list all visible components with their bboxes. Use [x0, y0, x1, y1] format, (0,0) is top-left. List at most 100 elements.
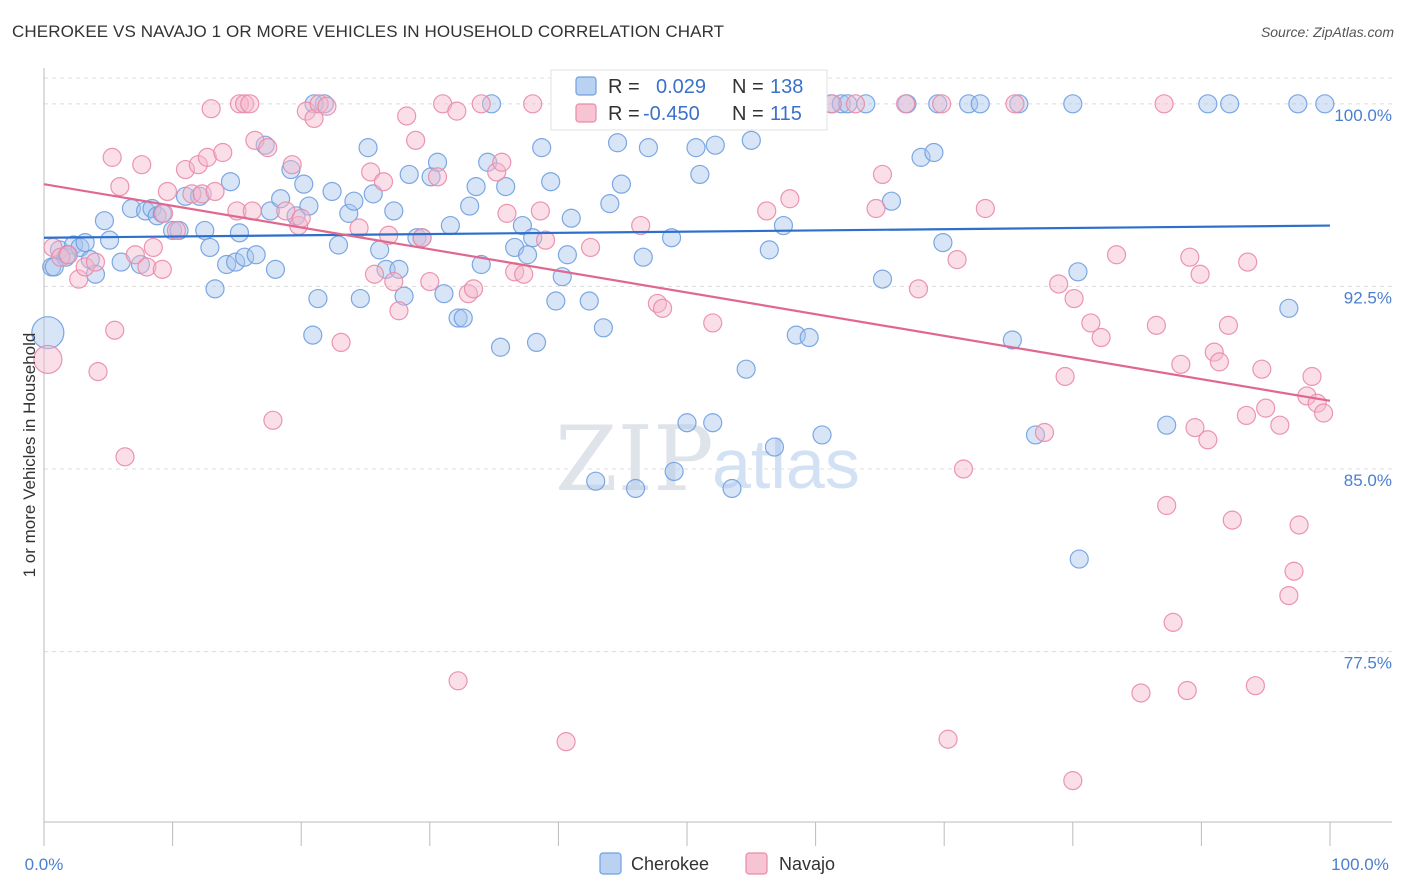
y-tick-label: 77.5% [1344, 654, 1392, 673]
cherokee-point [399, 164, 419, 185]
cherokee-point [427, 152, 448, 172]
cherokee-point [200, 237, 220, 258]
navajo-point [1222, 510, 1242, 530]
navajo-point [110, 176, 130, 197]
trend-lines [43, 183, 1331, 402]
cherokee-point [220, 172, 241, 192]
navajo-point [373, 172, 394, 192]
navajo-point [497, 203, 517, 223]
cherokee-point [255, 135, 275, 155]
cherokee-point [1002, 330, 1022, 350]
navajo-point [471, 94, 491, 114]
y-tick-label: 92.5% [1344, 288, 1392, 307]
cherokee-point [496, 176, 516, 197]
navajo-point [235, 94, 255, 114]
navajo-point [406, 130, 426, 150]
cherokee-point [1063, 94, 1083, 114]
navajo-point [1063, 771, 1083, 791]
x-tick-label: 0.0% [25, 855, 64, 874]
cherokee-point [1198, 94, 1218, 114]
navajo-point [105, 320, 125, 340]
cherokee-point [959, 94, 979, 114]
watermark-zip: ZIP [555, 407, 714, 512]
navajo-point [845, 94, 866, 114]
cherokee-point [705, 135, 725, 155]
navajo-point [1131, 683, 1151, 703]
navajo-point [125, 245, 145, 265]
legend-navajo-swatch [745, 852, 768, 875]
navajo-point [102, 147, 122, 167]
cherokee-point [99, 230, 120, 250]
navajo-point [448, 671, 468, 691]
cherokee-point [541, 172, 561, 192]
cherokee-r-value: 0.029 [656, 76, 706, 98]
cherokee-point [881, 191, 902, 211]
chart-title: CHEROKEE VS NAVAJO 1 OR MORE VEHICLES IN… [12, 22, 725, 41]
navajo-point [1106, 245, 1127, 265]
navajo-point [1302, 366, 1322, 387]
navajo-point [1198, 430, 1218, 450]
navajo-point [115, 447, 135, 467]
navajo-point [487, 162, 507, 182]
cherokee-point [384, 201, 404, 221]
cherokee-point [1220, 94, 1240, 114]
navajo-point [331, 332, 351, 353]
cherokee-point [303, 325, 323, 345]
cherokee-point [246, 245, 266, 265]
navajo-point [556, 732, 576, 752]
cherokee-point [466, 176, 486, 197]
cherokee-point [579, 291, 599, 311]
cherokee-point [448, 308, 468, 328]
cherokee-point [586, 471, 606, 491]
cherokee-point [633, 247, 653, 267]
cherokee-point [611, 174, 632, 194]
navajo-point [182, 184, 202, 204]
navajo-point [1279, 585, 1299, 606]
cherokee-point [471, 254, 491, 275]
cherokee-point [625, 478, 646, 499]
cherokee-point [561, 208, 581, 228]
navajo-point [757, 201, 777, 221]
cherokee-point [358, 138, 378, 158]
cherokee-point [736, 359, 756, 379]
cherokee-point [526, 332, 547, 353]
cherokee-point [593, 318, 614, 338]
navajo-point [166, 220, 187, 241]
cherokee-point [460, 196, 480, 216]
navajo-point [866, 198, 886, 219]
navajo-r-label: R = [608, 103, 640, 125]
cherokee-point [557, 245, 578, 265]
navajo-point [153, 203, 174, 223]
cherokee-points [31, 94, 1335, 569]
cherokee-point [94, 211, 115, 231]
cherokee-point [271, 189, 291, 209]
navajo-point [652, 298, 673, 318]
cherokee-point [512, 215, 532, 236]
navajo-point [1005, 94, 1025, 114]
cherokee-point [308, 288, 328, 309]
navajo-point [85, 252, 106, 272]
cherokee-point [741, 130, 761, 150]
navajo-point [447, 101, 467, 121]
navajo-point [33, 344, 63, 375]
navajo-point [535, 230, 556, 250]
navajo-point [492, 152, 512, 172]
navajo-point [427, 167, 448, 187]
cherokee-point [294, 174, 314, 194]
navajo-point [420, 271, 440, 292]
navajo-point [69, 269, 89, 289]
navajo-point [361, 162, 381, 182]
cherokee-point [661, 228, 682, 248]
navajo-trend-line [43, 183, 1331, 402]
y-tick-label: 100.0% [1334, 106, 1392, 125]
navajo-point [364, 264, 385, 284]
legend-cherokee-swatch [599, 852, 622, 875]
cherokee-n-value: 138 [770, 76, 803, 98]
cherokee-point [322, 181, 342, 202]
navajo-swatch [575, 103, 597, 123]
cherokee-point [481, 94, 502, 114]
navajo-point [530, 201, 550, 221]
navajo-point [75, 257, 95, 277]
watermark-atlas: atlas [712, 425, 860, 503]
